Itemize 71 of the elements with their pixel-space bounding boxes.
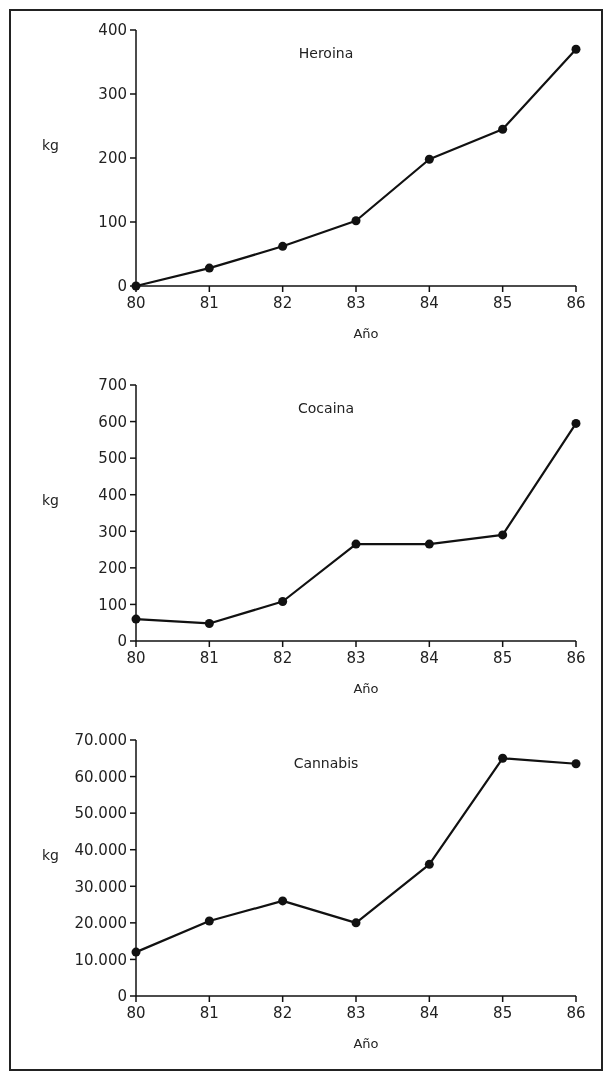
point xyxy=(571,44,581,54)
point xyxy=(571,418,581,428)
x-tick-label: 80 xyxy=(126,294,146,312)
x-tick-label: 82 xyxy=(273,1004,293,1022)
y-tick-label: 200 xyxy=(98,559,127,578)
x-tick-label: 85 xyxy=(493,1004,513,1022)
point xyxy=(278,896,288,906)
y-tick-label: 40.000 xyxy=(74,840,127,859)
y-tick-label: 0 xyxy=(117,632,127,651)
y-tick-label: 300 xyxy=(98,522,127,541)
point xyxy=(424,859,434,869)
point xyxy=(204,263,214,273)
x-tick-label: 81 xyxy=(199,649,219,667)
point xyxy=(571,759,581,769)
x-tick-label: 85 xyxy=(493,294,513,312)
x-tick-label: 82 xyxy=(273,649,293,667)
point xyxy=(424,539,434,549)
y-tick-label: 400 xyxy=(98,485,127,504)
x-tick-label: 80 xyxy=(126,1004,146,1022)
x-tick-label: 80 xyxy=(126,649,146,667)
point xyxy=(424,154,434,164)
x-tick-label: 84 xyxy=(419,649,439,667)
x-tick-label: 83 xyxy=(346,294,366,312)
point xyxy=(351,918,361,928)
x-tick-label: 84 xyxy=(419,1004,439,1022)
point xyxy=(204,618,214,628)
point xyxy=(498,530,508,540)
point xyxy=(131,614,141,624)
x-tick-label: 83 xyxy=(346,649,366,667)
y-axis-title: kg xyxy=(42,137,59,153)
point xyxy=(278,597,288,606)
y-tick-label: 0 xyxy=(117,277,127,296)
y-axis-title: kg xyxy=(42,847,59,863)
y-tick-label: 70.000 xyxy=(74,731,127,750)
text: Cocaina xyxy=(298,400,354,416)
x-axis-title: Año xyxy=(353,1036,379,1051)
y-tick-label: 200 xyxy=(98,149,127,168)
y-tick-label: 10.000 xyxy=(74,950,127,969)
point xyxy=(351,539,361,549)
y-tick-label: 60.000 xyxy=(74,767,127,786)
text: Cannabis xyxy=(293,755,359,771)
y-tick-label: 100 xyxy=(98,595,127,614)
point xyxy=(278,241,288,251)
y-tick-label: 0 xyxy=(117,987,127,1006)
y-tick-label: 500 xyxy=(98,449,127,468)
x-tick-label: 86 xyxy=(566,294,586,312)
point xyxy=(351,216,361,226)
y-tick-label: 400 xyxy=(98,21,127,40)
point xyxy=(498,124,508,134)
y-tick-label: 20.000 xyxy=(74,914,127,933)
x-axis-title: Año xyxy=(353,326,379,341)
y-tick-label: 600 xyxy=(98,412,127,431)
point xyxy=(204,916,214,926)
y-tick-label: 100 xyxy=(98,213,127,232)
x-axis-title: Año xyxy=(353,681,379,696)
text: Heroina xyxy=(298,45,354,61)
point xyxy=(498,753,508,763)
point xyxy=(131,947,141,957)
x-tick-label: 81 xyxy=(199,294,219,312)
y-tick-label: 50.000 xyxy=(74,804,127,823)
x-tick-label: 82 xyxy=(273,294,293,312)
x-tick-label: 85 xyxy=(493,649,513,667)
x-tick-label: 81 xyxy=(199,1004,219,1022)
x-tick-label: 84 xyxy=(419,294,439,312)
y-tick-label: 300 xyxy=(98,85,127,104)
y-tick-label: 30.000 xyxy=(74,877,127,896)
y-axis-title: kg xyxy=(42,492,59,508)
x-tick-label: 86 xyxy=(566,649,586,667)
y-tick-label: 700 xyxy=(98,376,127,395)
x-tick-label: 83 xyxy=(346,1004,366,1022)
x-tick-label: 86 xyxy=(566,1004,586,1022)
